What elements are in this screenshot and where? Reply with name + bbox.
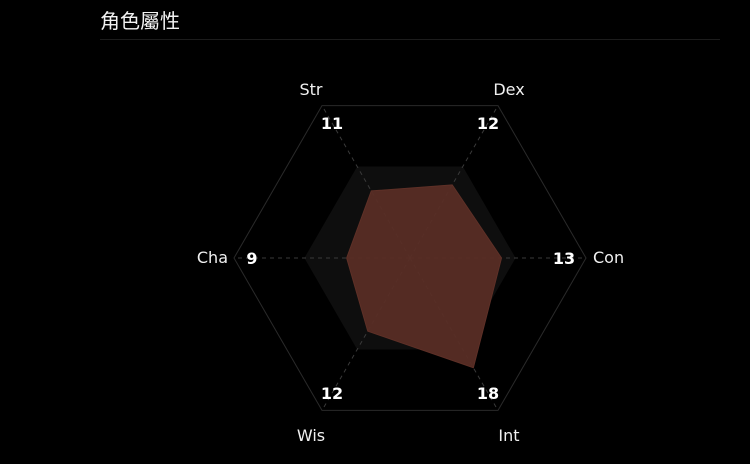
axis-spoke-dex <box>409 105 499 259</box>
page-title: 角色屬性 <box>100 9 180 33</box>
value-label-str: 11 <box>321 114 343 133</box>
axis-label-con: Con <box>593 248 624 267</box>
data-outline <box>346 184 503 369</box>
axis-spoke-str <box>321 105 411 259</box>
axis-label-dex: Dex <box>493 80 524 99</box>
value-label-cha: 9 <box>246 249 257 268</box>
axis-label-wis: Wis <box>297 426 325 445</box>
value-label-wis: 12 <box>321 384 343 403</box>
axis-spoke-wis <box>321 257 411 411</box>
value-label-int: 18 <box>477 384 499 403</box>
divider <box>100 39 720 40</box>
value-label-con: 13 <box>553 249 575 268</box>
data-area <box>346 184 502 368</box>
axis-label-int: Int <box>498 426 519 445</box>
axis-label-str: Str <box>299 80 322 99</box>
axis-label-cha: Cha <box>197 248 228 267</box>
value-label-dex: 12 <box>477 114 499 133</box>
grid-outer-hexagon <box>233 105 587 411</box>
